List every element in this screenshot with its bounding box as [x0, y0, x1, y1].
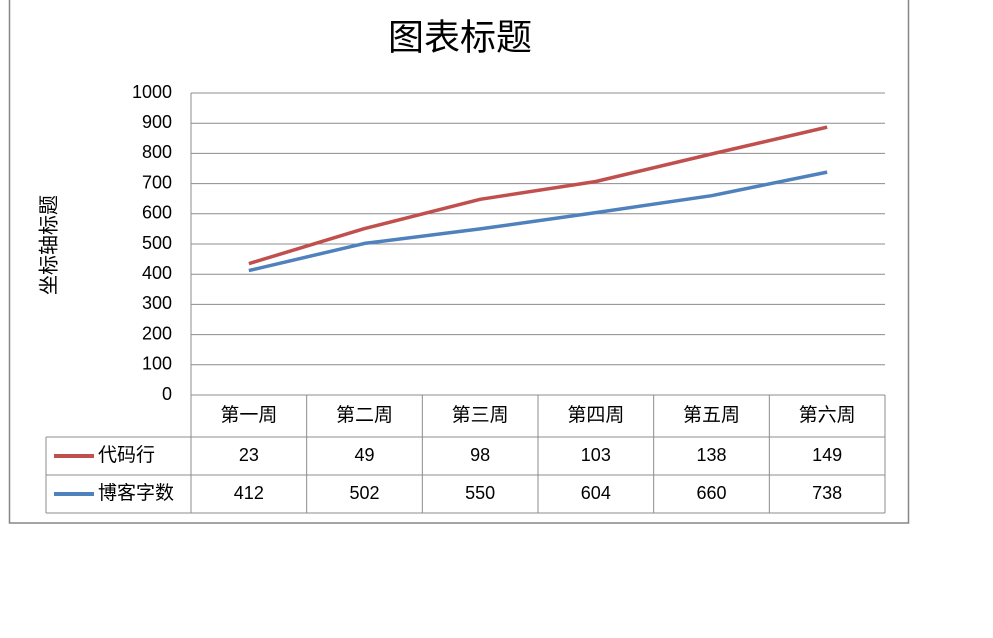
table-value: 23 [239, 445, 259, 465]
table-value: 412 [234, 483, 264, 503]
y-tick-label: 100 [142, 354, 172, 374]
series-line [248, 125, 828, 266]
y-tick-label: 600 [142, 203, 172, 223]
y-tick-label: 700 [142, 172, 172, 192]
table-value: 550 [465, 483, 495, 503]
x-tick-label: 第四周 [567, 404, 624, 426]
y-tick-label: 800 [142, 142, 172, 162]
legend-label: 代码行 [98, 444, 155, 466]
table-value: 738 [812, 483, 842, 503]
series-line [248, 170, 828, 273]
x-tick-label: 第六周 [799, 404, 856, 426]
y-tick-label: 1000 [132, 82, 172, 102]
table-value: 502 [349, 483, 379, 503]
y-tick-label: 200 [142, 323, 172, 343]
y-axis-title: 坐标轴标题 [37, 195, 60, 295]
x-tick-label: 第三周 [452, 404, 509, 426]
y-tick-label: 0 [162, 384, 172, 404]
table-value: 49 [354, 445, 374, 465]
table-value: 604 [581, 483, 611, 503]
x-tick-label: 第五周 [683, 404, 740, 426]
table-value: 103 [581, 445, 611, 465]
chart-frame [8, 0, 910, 524]
table-value: 149 [812, 445, 842, 465]
table-value: 98 [470, 445, 490, 465]
y-tick-label: 400 [142, 263, 172, 283]
y-tick-label: 900 [142, 112, 172, 132]
table-value: 138 [696, 445, 726, 465]
y-tick-label: 500 [142, 233, 172, 253]
x-tick-label: 第一周 [220, 404, 277, 426]
table-value: 660 [696, 483, 726, 503]
y-tick-label: 300 [142, 293, 172, 313]
legend-label: 博客字数 [98, 482, 174, 504]
chart-title: 图表标题 [388, 17, 532, 58]
x-tick-label: 第二周 [336, 404, 393, 426]
